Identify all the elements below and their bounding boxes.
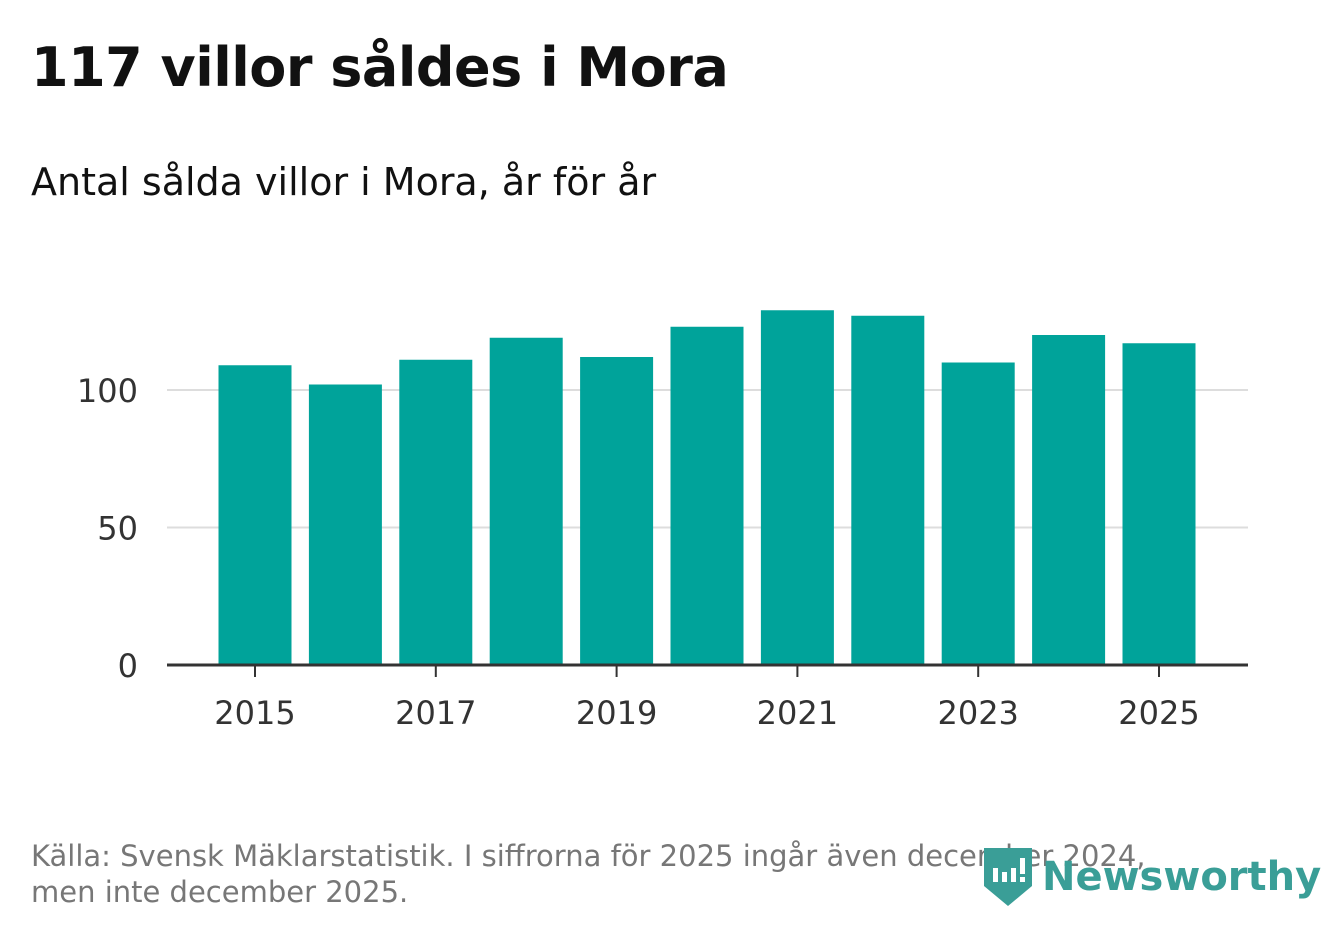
bar-2025 xyxy=(1122,343,1196,665)
x-tick-label: 2023 xyxy=(937,694,1018,732)
x-tick-label: 2015 xyxy=(214,694,295,732)
x-tick-label: 2017 xyxy=(395,694,476,732)
bar-2016 xyxy=(308,384,382,665)
chart-title: 117 villor såldes i Mora xyxy=(31,36,729,99)
bar-2023 xyxy=(941,362,1015,665)
source-line-1: Källa: Svensk Mäklarstatistik. I siffror… xyxy=(31,839,1146,873)
newsworthy-logo-icon xyxy=(984,848,1032,906)
y-tick-label: 50 xyxy=(97,510,138,548)
newsworthy-logo: Newsworthy xyxy=(982,846,1321,908)
chart-subtitle: Antal sålda villor i Mora, år för år xyxy=(31,160,657,204)
bar-2019 xyxy=(580,357,654,665)
logo-text: Newsworthy xyxy=(1042,854,1322,900)
bar-2015 xyxy=(218,365,292,665)
x-tick-label: 2019 xyxy=(576,694,657,732)
bar-2022 xyxy=(851,315,925,665)
bar-2017 xyxy=(399,359,473,665)
y-tick-label: 100 xyxy=(77,372,138,410)
bar-2018 xyxy=(489,337,563,665)
x-tick-label: 2021 xyxy=(757,694,838,732)
bar-2021 xyxy=(760,310,834,665)
bar-2024 xyxy=(1032,335,1106,665)
source-line-2: men inte december 2025. xyxy=(31,875,409,909)
y-tick-label: 0 xyxy=(118,647,138,685)
x-tick-label: 2025 xyxy=(1118,694,1199,732)
source-note: Källa: Svensk Mäklarstatistik. I siffror… xyxy=(31,838,1231,910)
bar-2020 xyxy=(670,326,744,665)
